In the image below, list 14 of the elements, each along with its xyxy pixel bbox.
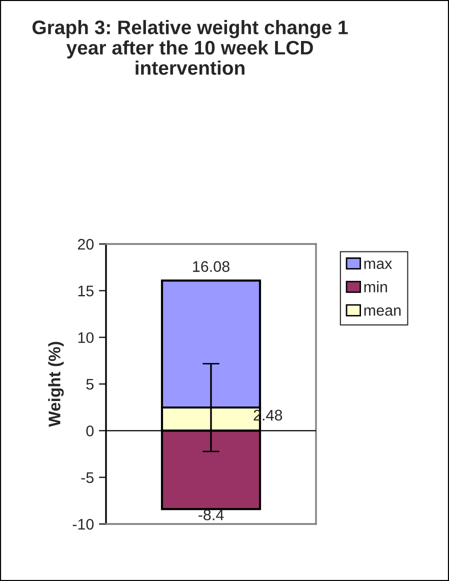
y-tick-label: 20 — [78, 238, 94, 250]
legend-label: min — [364, 281, 387, 292]
y-tick-label: 10 — [78, 332, 94, 344]
y-tick-label: 15 — [78, 286, 94, 296]
y-axis-title: Weight (%) — [48, 342, 64, 427]
legend-label: max — [364, 260, 392, 269]
chart-title: Graph 3: Relative weight change 1 year after the 10 week LCD intervention — [32, 20, 348, 75]
y-tick-label: 0 — [86, 426, 94, 436]
legend-label: mean — [364, 307, 401, 316]
data-label: -8.4 — [198, 509, 224, 520]
y-tick-label: 5 — [86, 379, 94, 390]
y-tick-label: -5 — [81, 472, 94, 484]
y-tick-label: -10 — [72, 518, 94, 530]
annotation: 16.08 — [193, 261, 230, 272]
